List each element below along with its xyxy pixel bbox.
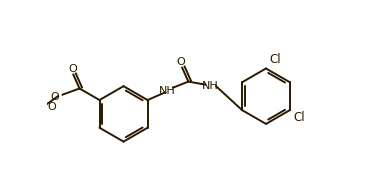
Text: Cl: Cl — [269, 53, 281, 66]
Text: O: O — [68, 64, 77, 74]
Text: NH: NH — [201, 81, 218, 91]
Text: O: O — [47, 102, 56, 112]
Text: O: O — [176, 56, 185, 67]
Text: NH: NH — [158, 86, 175, 96]
Text: Cl: Cl — [293, 111, 305, 124]
Text: O: O — [50, 92, 59, 102]
